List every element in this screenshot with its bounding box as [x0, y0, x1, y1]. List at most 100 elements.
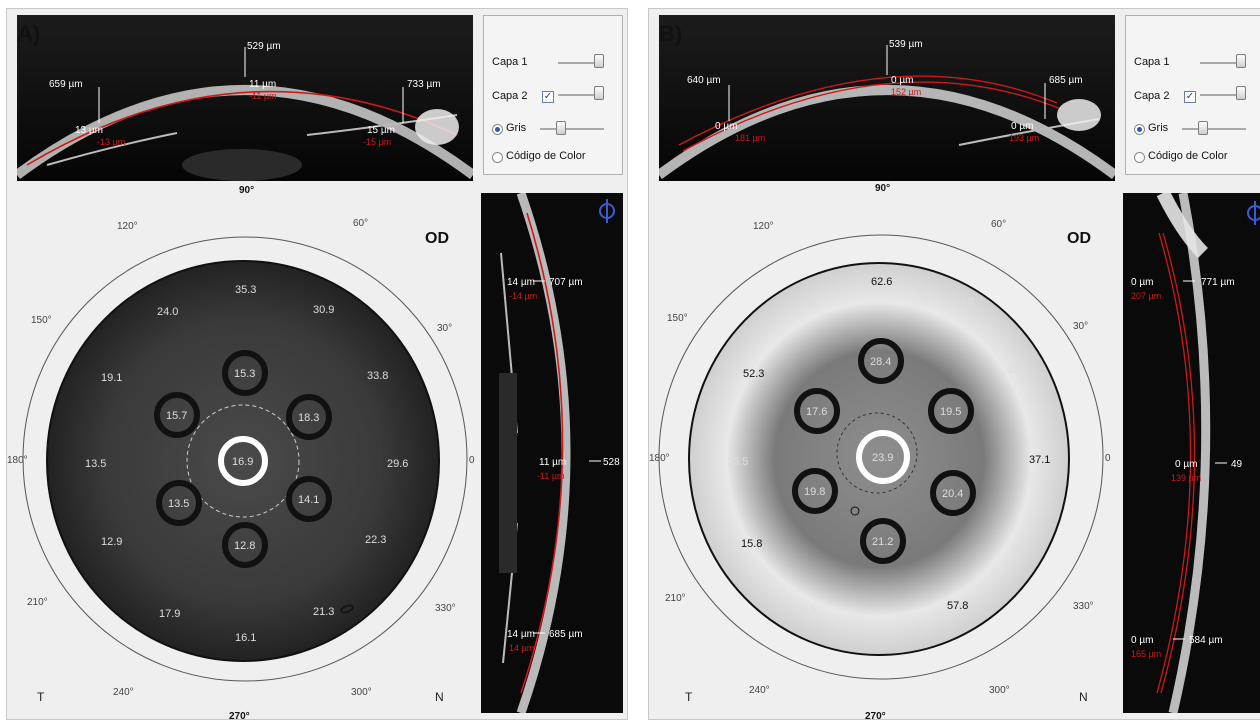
layer2-line	[1160, 232, 1196, 694]
degree-60: 60°	[353, 218, 368, 229]
codigo-color-radio[interactable]	[492, 152, 503, 163]
inner-value: 17.6	[806, 406, 827, 418]
degree-30: 30°	[1073, 321, 1088, 332]
codigo-color-radio[interactable]	[1134, 152, 1145, 163]
degree-150: 150°	[31, 315, 52, 326]
outer-value: 21.3	[313, 606, 334, 618]
outer-value: 35.3	[235, 284, 256, 296]
layer2-line	[520, 212, 564, 694]
center-highlight-circle	[856, 430, 910, 484]
mid-layer2-thickness: 0 µm	[1175, 459, 1197, 470]
codigo-color-label: Código de Color	[1148, 150, 1228, 162]
right-layer2-thickness: 0 µm	[1011, 121, 1033, 132]
highlight-circle	[928, 388, 974, 434]
center-red-value: -11 µm	[249, 91, 277, 101]
highlight-circle	[860, 518, 906, 564]
temporal-label: T	[685, 690, 693, 704]
gris-radio[interactable]	[1134, 124, 1145, 135]
outer-value: 33.8	[367, 370, 388, 382]
outer-value: 16.1	[235, 632, 256, 644]
gris-slider-track[interactable]	[540, 128, 604, 130]
highlight-circle	[154, 392, 200, 438]
outer-value: 24.0	[157, 306, 178, 318]
capa1-slider-track[interactable]	[1200, 62, 1246, 64]
lens-shadow	[182, 149, 302, 181]
bot-layer2-thickness: 0 µm	[1131, 635, 1153, 646]
center-highlight-circle	[218, 436, 268, 486]
layer-controls: Capa 1 Capa 2 ✓ Gris Código de Color	[1125, 15, 1260, 175]
degree-300: 300°	[351, 687, 372, 698]
capa2-checkbox[interactable]: ✓	[1184, 91, 1196, 103]
degree-210: 210°	[665, 593, 686, 604]
degree-270: 270°	[865, 711, 886, 720]
nasal-label: N	[435, 690, 444, 704]
outer-value: 15.8	[741, 538, 762, 550]
degree-180: 180°	[7, 455, 28, 466]
degree-0: 0	[469, 455, 475, 466]
capa1-slider-thumb[interactable]	[594, 54, 604, 68]
outer-value: 37.1	[1029, 454, 1050, 466]
gris-slider-track[interactable]	[1182, 128, 1246, 130]
panel-tag: B)	[659, 21, 683, 46]
cornea-band	[17, 85, 473, 180]
center-red-value: 152 µm	[891, 87, 921, 97]
panel-b: B) 539 µm 0 µm 152 µm 640 µm 0 µm 181 µm…	[648, 8, 1260, 720]
cornea-band	[1168, 193, 1211, 713]
inner-value: 14.1	[298, 494, 319, 506]
right-total-thickness: 685 µm	[1049, 75, 1083, 86]
highlight-circle	[930, 470, 976, 516]
outer-value: 19.1	[101, 372, 122, 384]
panel-a: A) 529 µm 11 µm -11 µm 659 µm 13 µm -13 …	[6, 8, 628, 720]
limbus-glare	[1057, 99, 1101, 131]
capa2-label: Capa 2	[492, 90, 528, 102]
highlight-circle	[792, 468, 838, 514]
iris-left	[46, 132, 178, 166]
degree-90: 90°	[875, 183, 890, 194]
highlight-circle	[286, 394, 332, 440]
highlight-circle	[222, 350, 268, 396]
bot-total-thickness: 685 µm	[549, 629, 583, 640]
capa1-slider-track[interactable]	[558, 62, 604, 64]
eye-label: OD	[425, 230, 449, 247]
degree-120: 120°	[117, 221, 138, 232]
gris-slider-thumb[interactable]	[556, 121, 566, 135]
layer2-line	[1156, 232, 1192, 694]
degree-270: 270°	[229, 711, 250, 720]
capa2-checkbox[interactable]: ✓	[542, 91, 554, 103]
layer2-line	[26, 90, 458, 166]
capa2-slider-thumb[interactable]	[594, 86, 604, 100]
highlight-circle	[858, 338, 904, 384]
outer-value: 17.9	[159, 608, 180, 620]
top-total-thickness: 771 µm	[1201, 277, 1235, 288]
gris-slider-thumb[interactable]	[1198, 121, 1208, 135]
capa2-label: Capa 2	[1134, 90, 1170, 102]
degree-ring	[658, 234, 1104, 680]
degree-240: 240°	[749, 685, 770, 696]
degree-180: 180°	[649, 453, 670, 464]
bot-layer2-thickness: 14 µm	[507, 629, 535, 640]
outer-value: 13.5	[85, 458, 106, 470]
capa1-label: Capa 1	[1134, 56, 1170, 68]
top-layer2-thickness: 0 µm	[1131, 277, 1153, 288]
capa1-slider-thumb[interactable]	[1236, 54, 1246, 68]
gris-radio[interactable]	[492, 124, 503, 135]
highlight-circle	[222, 522, 268, 568]
capa2-slider-thumb[interactable]	[1236, 86, 1246, 100]
layer2-line	[678, 75, 1058, 146]
outer-value: 57.8	[947, 600, 968, 612]
artifact-marker	[340, 604, 354, 614]
layer2-line	[682, 81, 1062, 152]
capa2-slider-track[interactable]	[558, 94, 604, 96]
outer-value: 52.3	[743, 368, 764, 380]
degree-240: 240°	[113, 687, 134, 698]
capa2-slider-track[interactable]	[1200, 94, 1246, 96]
right-red-value: -15 µm	[363, 137, 391, 147]
outer-value: 30.9	[313, 304, 334, 316]
horizontal-oct-scan: 539 µm 0 µm 152 µm 640 µm 0 µm 181 µm 68…	[659, 15, 1115, 181]
degree-90: 90°	[239, 185, 254, 196]
inner-value: 15.7	[166, 410, 187, 422]
eye-label: OD	[1067, 230, 1091, 247]
left-layer2-thickness: 13 µm	[75, 125, 103, 136]
left-red-value: 181 µm	[735, 133, 765, 143]
central-zone-ring	[836, 412, 918, 494]
